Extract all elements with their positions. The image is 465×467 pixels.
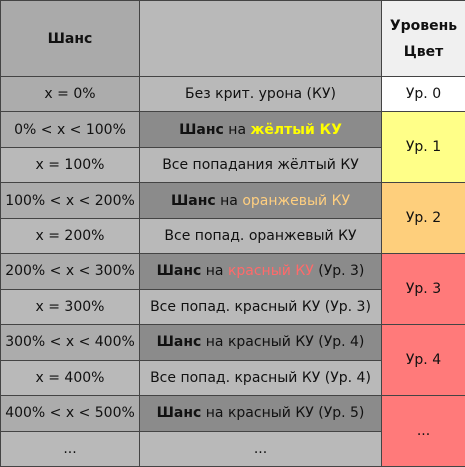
- chance-cell: x = 100%: [0, 146, 140, 184]
- description-cell: Все попад. красный КУ (Ур. 4): [139, 359, 382, 397]
- table-row: 300% < x < 400% Шанс на красный КУ (Ур. …: [0, 324, 465, 397]
- description-cell: Шанс на красный КУ (Ур. 4): [139, 324, 382, 361]
- table-row: x = 400% Все попад. красный КУ (Ур. 4): [0, 359, 465, 397]
- table-row: x = 200% Все попад. оранжевый КУ: [0, 217, 465, 255]
- description-cell: Без крит. урона (КУ): [139, 75, 382, 113]
- header-level-label: Уровень: [389, 17, 458, 34]
- chance-cell: x = 0%: [0, 75, 140, 113]
- table-row: 400% < x < 500% Шанс на красный КУ (Ур. …: [0, 395, 465, 467]
- header-description: [139, 0, 382, 77]
- description-cell: Шанс на красный КУ (Ур. 5): [139, 395, 382, 432]
- description-tail: (Ур. 3): [313, 263, 365, 280]
- yellow-crit-text: жёлтый КУ: [250, 121, 342, 138]
- chance-cell: 200% < x < 300%: [0, 253, 140, 290]
- chance-cell: ...: [0, 430, 140, 467]
- description-cell: ...: [139, 430, 382, 467]
- chance-cell: x = 300%: [0, 288, 140, 326]
- level-cell-1: Ур. 1: [381, 111, 465, 184]
- level-cell-5: ...: [381, 395, 465, 467]
- table-row: x = 0% Без крит. урона (КУ) Ур. 0: [0, 75, 465, 113]
- header-color-label: Цвет: [403, 43, 444, 60]
- chance-cell: 100% < x < 200%: [0, 182, 140, 219]
- description-cell: Все попадания жёлтый КУ: [139, 146, 382, 184]
- description-text: на: [223, 121, 251, 138]
- chance-word: Шанс: [179, 121, 224, 138]
- header-level: Уровень Цвет: [381, 0, 465, 77]
- description-cell: Все попад. оранжевый КУ: [139, 217, 382, 255]
- table-row: 200% < x < 300% Шанс на красный КУ (Ур. …: [0, 253, 465, 326]
- chance-cell: 0% < x < 100%: [0, 111, 140, 148]
- level-cell-2: Ур. 2: [381, 182, 465, 255]
- level-cell-4: Ур. 4: [381, 324, 465, 397]
- description-cell: Шанс на жёлтый КУ: [139, 111, 382, 148]
- chance-cell: 400% < x < 500%: [0, 395, 140, 432]
- table-row: ... ...: [0, 430, 465, 467]
- header-row: Шанс Уровень Цвет: [0, 0, 465, 77]
- description-text: на красный КУ (Ур. 5): [201, 405, 365, 422]
- chance-word: Шанс: [170, 192, 216, 209]
- chance-cell: 300% < x < 400%: [0, 324, 140, 361]
- header-chance: Шанс: [0, 0, 140, 77]
- table-row: x = 100% Все попадания жёлтый КУ: [0, 146, 465, 184]
- table-row: x = 300% Все попад. красный КУ (Ур. 3): [0, 288, 465, 326]
- chance-cell: x = 400%: [0, 359, 140, 397]
- red-crit-text: красный КУ: [227, 263, 314, 280]
- description-text: на: [215, 192, 243, 209]
- chance-word: Шанс: [156, 334, 202, 351]
- level-cell-3: Ур. 3: [381, 253, 465, 326]
- description-cell: Все попад. красный КУ (Ур. 3): [139, 288, 382, 326]
- orange-crit-text: оранжевый КУ: [242, 192, 351, 209]
- description-cell: Шанс на красный КУ (Ур. 3): [139, 253, 382, 290]
- description-text: на красный КУ (Ур. 4): [201, 334, 365, 351]
- level-cell-0: Ур. 0: [381, 75, 465, 113]
- description-cell: Шанс на оранжевый КУ: [139, 182, 382, 219]
- chance-word: Шанс: [156, 405, 202, 422]
- chance-cell: x = 200%: [0, 217, 140, 255]
- table-row: 100% < x < 200% Шанс на оранжевый КУ Ур.…: [0, 182, 465, 255]
- table-row: 0% < x < 100% Шанс на жёлтый КУ Ур. 1: [0, 111, 465, 184]
- description-text: на: [201, 263, 228, 280]
- chance-word: Шанс: [156, 263, 202, 280]
